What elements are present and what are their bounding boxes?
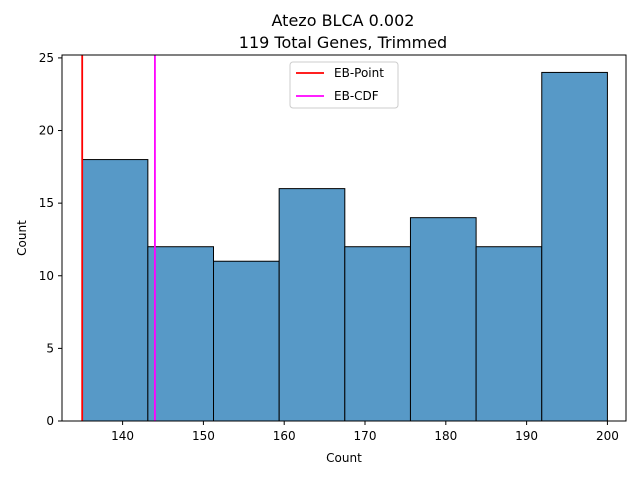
plot-frame (61, 54, 627, 422)
legend: EB-Point EB-CDF (289, 61, 399, 109)
histogram-bar (475, 246, 543, 422)
x-tick-label: 160 (273, 429, 296, 443)
chart-title-line2: 119 Total Genes, Trimmed (239, 33, 447, 52)
chart-title-line1: Atezo BLCA 0.002 (272, 11, 415, 30)
bars-group (81, 71, 608, 422)
x-axis-ticks: 140 150 160 170 180 190 200 (111, 421, 619, 443)
x-tick-label: 180 (434, 429, 457, 443)
histogram-bar (541, 71, 608, 422)
legend-label-eb-point: EB-Point (334, 66, 384, 80)
x-tick-label: 170 (354, 429, 377, 443)
y-tick-label: 25 (39, 51, 54, 65)
histogram-bar (81, 159, 149, 422)
y-tick-label: 20 (39, 124, 54, 138)
x-tick-label: 150 (192, 429, 215, 443)
x-axis-label: Count (326, 451, 362, 465)
y-tick-label: 0 (46, 414, 54, 428)
y-axis-label: Count (15, 220, 29, 256)
y-axis-ticks: 0 5 10 15 20 25 (39, 51, 62, 428)
legend-label-eb-cdf: EB-CDF (334, 89, 379, 103)
vlines-group (81, 55, 156, 421)
x-tick-label: 190 (515, 429, 538, 443)
histogram-bar (147, 246, 215, 422)
histogram-bar (409, 217, 477, 422)
y-tick-label: 15 (39, 196, 54, 210)
histogram-bar (213, 260, 280, 422)
x-tick-label: 200 (596, 429, 619, 443)
y-tick-label: 5 (46, 341, 54, 355)
y-tick-label: 10 (39, 269, 54, 283)
x-tick-label: 140 (111, 429, 134, 443)
histogram-bar (344, 246, 411, 422)
histogram-bar (278, 188, 346, 422)
